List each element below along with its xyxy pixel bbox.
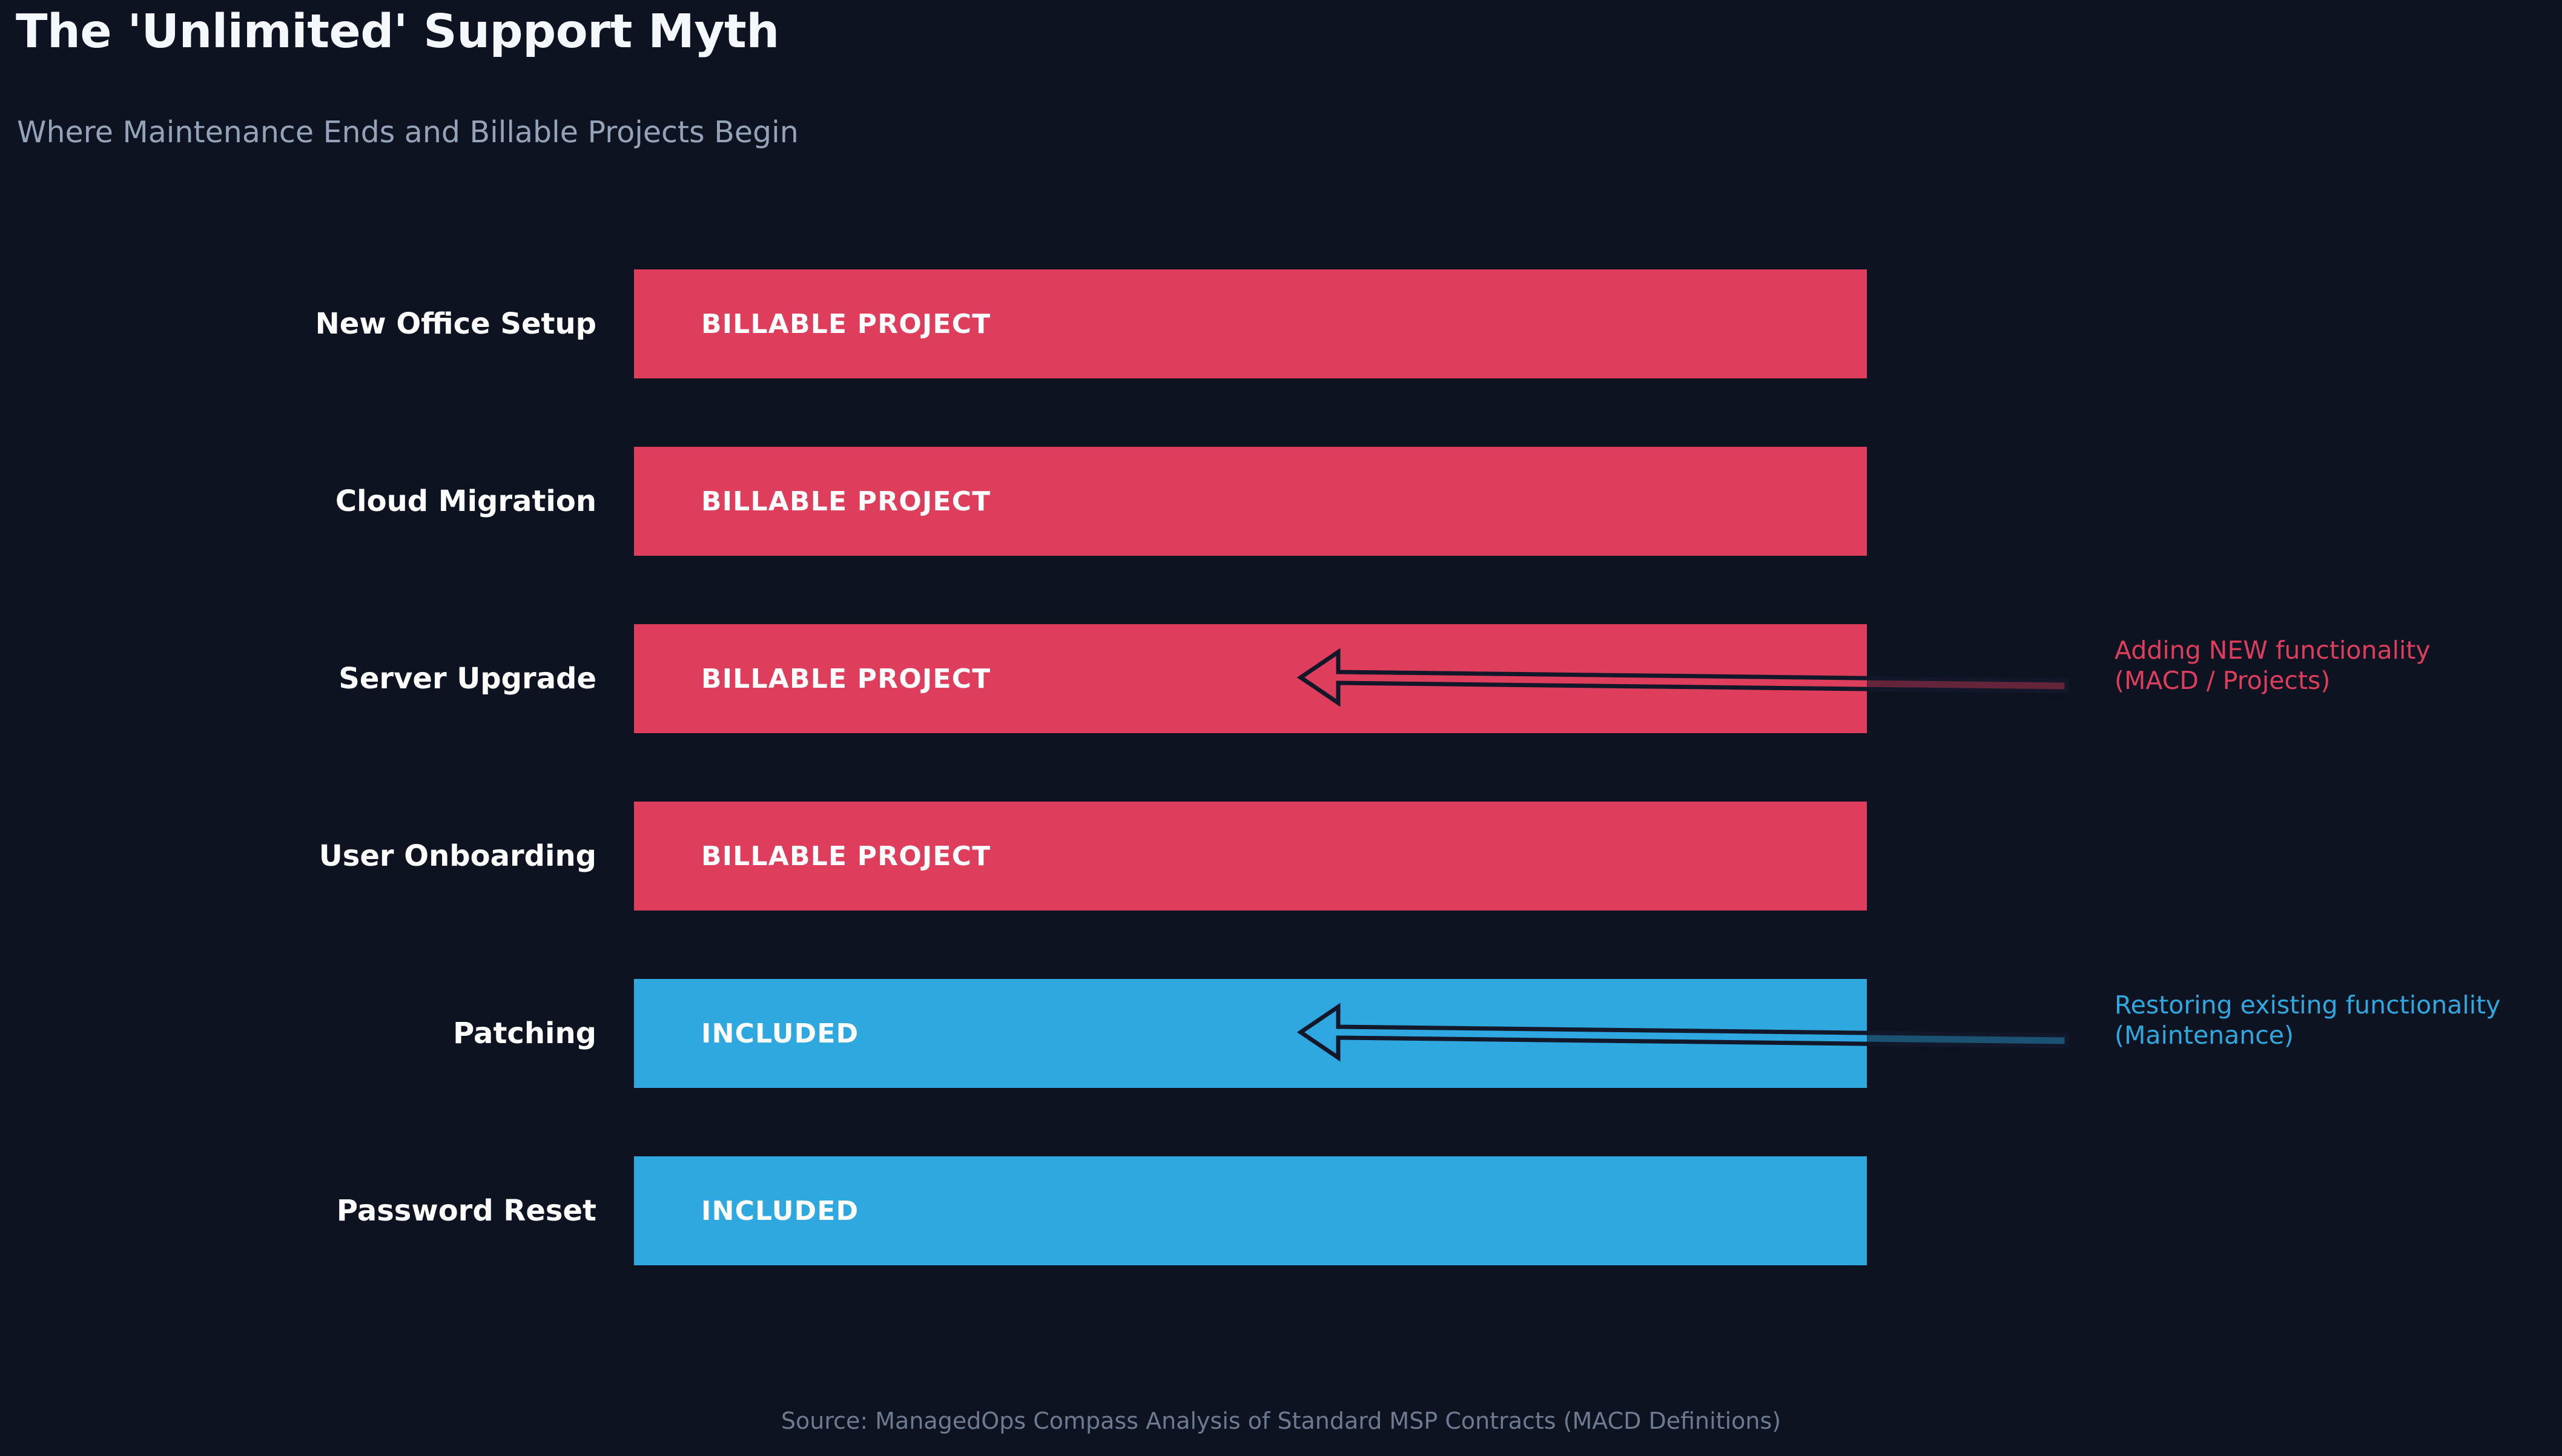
bar-value-label: BILLABLE PROJECT <box>701 840 991 872</box>
bar-row: Password Reset INCLUDED <box>0 1156 2562 1265</box>
bar-row: Patching INCLUDED <box>0 979 2562 1088</box>
bar-value-label: BILLABLE PROJECT <box>701 663 991 694</box>
bar-row: Cloud Migration BILLABLE PROJECT <box>0 447 2562 556</box>
source-note: Source: ManagedOps Compass Analysis of S… <box>781 1408 1781 1434</box>
bar-value-label: BILLABLE PROJECT <box>701 486 991 517</box>
annotation-line-2: (Maintenance) <box>2115 1021 2294 1050</box>
annotation-line-1: Restoring existing functionality <box>2115 990 2501 1020</box>
bar-row: New Office Setup BILLABLE PROJECT <box>0 269 2562 378</box>
bar-billable-project <box>634 802 1867 911</box>
bar-included <box>634 1156 1867 1265</box>
bar-value-label: INCLUDED <box>701 1195 859 1227</box>
category-label: Server Upgrade <box>338 662 596 696</box>
annotation-line-2: (MACD / Projects) <box>2115 666 2331 696</box>
included-annotation: Restoring existing functionality (Mainten… <box>2115 990 2500 1050</box>
chart-subtitle: Where Maintenance Ends and Billable Proj… <box>17 115 799 150</box>
bar-billable-project <box>634 447 1867 556</box>
category-label: Password Reset <box>336 1194 596 1228</box>
chart-title: The 'Unlimited' Support Myth <box>16 5 779 59</box>
bar-value-label: BILLABLE PROJECT <box>701 308 991 340</box>
billable-annotation: Adding NEW functionality (MACD / Projects… <box>2115 635 2431 696</box>
bar-row: User Onboarding BILLABLE PROJECT <box>0 802 2562 911</box>
category-label: User Onboarding <box>319 839 596 873</box>
bar-value-label: INCLUDED <box>701 1018 859 1049</box>
category-label: New Office Setup <box>315 307 596 341</box>
category-label: Cloud Migration <box>335 484 596 518</box>
annotation-line-1: Adding NEW functionality <box>2115 636 2431 665</box>
category-label: Patching <box>453 1016 596 1050</box>
bar-billable-project <box>634 269 1867 378</box>
